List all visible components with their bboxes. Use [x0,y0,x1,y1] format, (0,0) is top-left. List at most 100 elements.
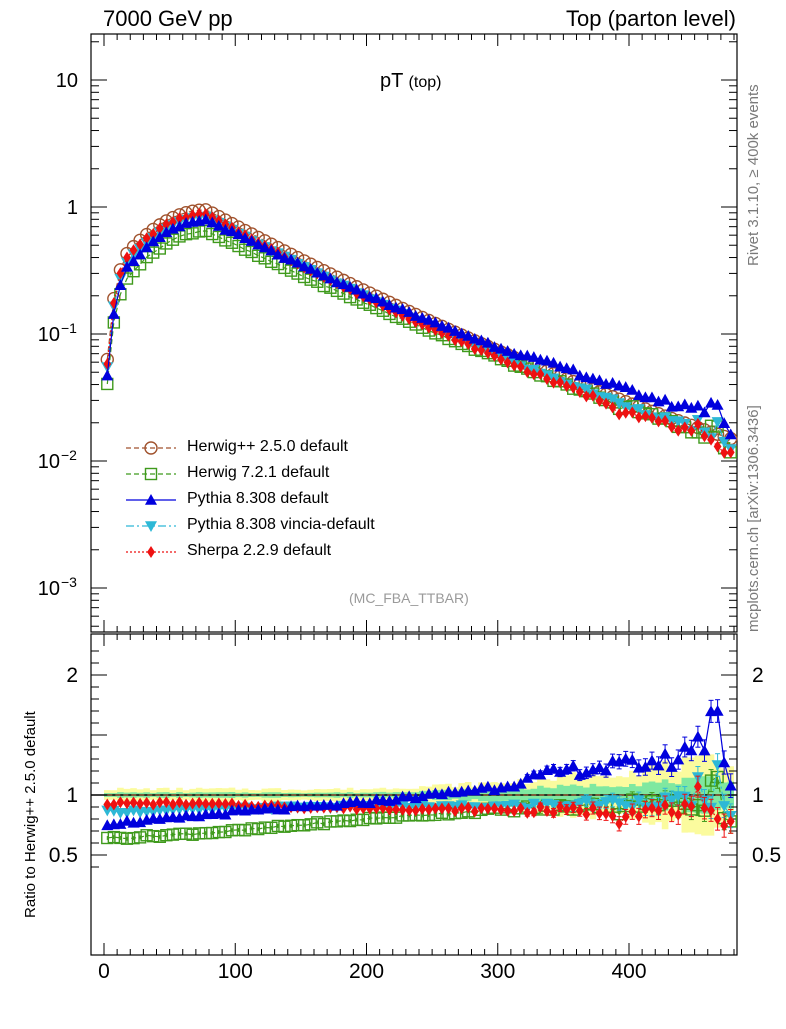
ratio-point [641,803,650,816]
data-point [589,389,597,402]
ratio-point [424,803,433,816]
ratio-point [291,818,304,832]
data-point [173,220,186,232]
y-tick-label-lower: 0.5 [49,844,78,867]
ratio-point [114,818,127,829]
ratio-point [418,803,427,816]
data-point [582,390,591,403]
data-point [317,269,330,281]
data-point [147,246,160,259]
data-point [536,368,545,381]
data-point [350,283,363,295]
data-point [298,260,311,272]
data-point [680,421,689,434]
data-point [370,292,383,304]
ratio-point [352,803,361,816]
ratio-point [438,802,446,815]
data-point [713,440,722,453]
data-point [615,408,624,421]
ratio-point [317,817,331,831]
ratio-point [252,822,265,836]
ratio-point [510,805,519,818]
ratio-point [219,808,232,820]
ratio-point [339,802,348,815]
ratio-point [337,814,350,827]
data-point [411,316,420,329]
ratio-point [567,759,580,771]
ratio-point [484,802,492,815]
ratio-point [120,814,133,826]
ratio-point [704,774,718,787]
data-point [595,394,604,407]
ratio-point [379,802,387,815]
data-point [700,430,709,443]
data-point [238,243,252,256]
data-point [608,401,617,414]
x-tick-label: 300 [480,960,515,983]
ratio-point [212,825,226,839]
data-point [199,224,212,238]
ratio-point [685,744,698,756]
data-point [142,232,151,245]
data-point [188,209,197,222]
ratio-point [398,803,407,816]
data-point [602,397,610,410]
data-point [311,266,324,278]
ratio-point [101,831,114,845]
ratio-point [149,798,158,811]
ratio-point [593,761,606,773]
data-point [324,272,337,284]
data-point [252,249,265,263]
x-tick-label: 100 [218,960,253,983]
upper-series [100,203,738,459]
ratio-point [700,802,709,815]
ratio-point [497,803,505,816]
ratio-point [516,802,525,815]
ratio-point [678,741,691,752]
data-point [648,411,656,424]
ratio-point [621,810,630,823]
y-tick-label-upper: 10 [38,578,60,600]
data-point [621,406,630,419]
ratio-point [451,805,459,818]
ratio-point [569,801,578,814]
ratio-point [608,809,617,822]
data-point [444,329,453,342]
data-point [160,226,173,238]
y-tick-label-lower-right: 1 [752,784,764,807]
ratio-point [179,827,193,840]
data-point [641,410,650,423]
data-point [429,316,442,328]
ratio-point [265,821,278,835]
ratio-point [155,796,164,809]
data-point [396,303,409,314]
ratio-point [304,818,317,831]
data-point [162,218,171,231]
data-point [120,260,133,272]
ratio-point [508,780,521,792]
data-point [495,342,508,354]
data-point [674,424,683,437]
ratio-point [680,798,689,811]
ratio-point [470,805,479,818]
ratio-point [529,806,538,819]
ratio-point [615,817,624,830]
ratio-point [278,820,291,833]
legend-label-herwig7: Herwig 7.2.1 default [187,464,330,481]
data-point [654,415,663,428]
data-point [543,372,551,385]
ratio-point [350,795,363,806]
ratio-point [580,795,593,807]
ratio-point [711,705,724,716]
ratio-point [645,754,658,766]
data-point [357,287,370,299]
data-point [376,295,389,307]
y-tick-label-exponent: −1 [61,320,77,336]
ratio-point [188,797,197,810]
data-point [147,235,160,247]
ratio-point [536,800,545,813]
ratio-point [687,800,696,813]
data-point [403,306,416,317]
